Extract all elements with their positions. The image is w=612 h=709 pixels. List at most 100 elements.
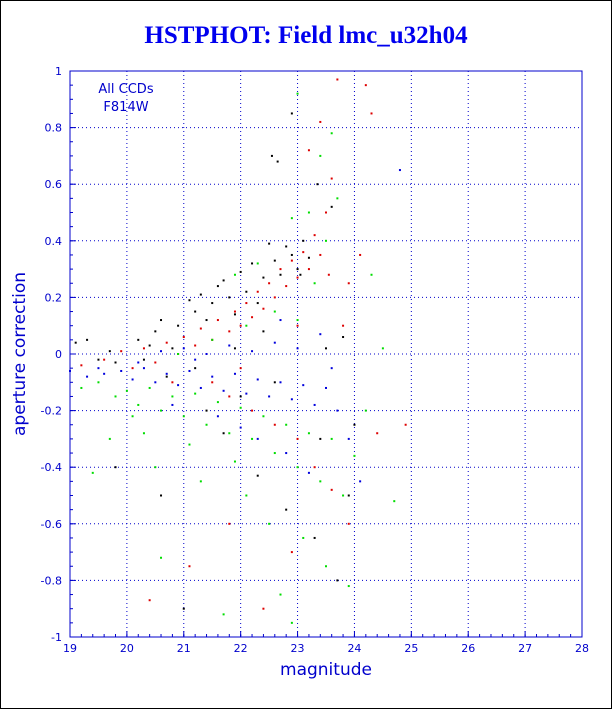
data-point xyxy=(268,522,271,525)
data-point xyxy=(148,344,151,347)
data-point xyxy=(319,253,322,256)
data-point xyxy=(325,347,327,350)
data-point xyxy=(302,251,305,254)
data-point xyxy=(171,381,174,384)
data-point xyxy=(69,369,71,372)
data-point xyxy=(182,415,185,418)
data-point xyxy=(211,338,214,341)
data-point xyxy=(347,522,350,525)
data-point xyxy=(330,177,333,180)
data-point xyxy=(222,279,225,282)
y-tick-label: -1 xyxy=(51,631,62,644)
data-point xyxy=(205,319,208,322)
data-point xyxy=(222,432,225,435)
y-tick-label: -0.4 xyxy=(41,461,62,474)
annotation-ccds: All CCDs xyxy=(98,82,153,97)
data-point xyxy=(154,466,157,469)
data-point xyxy=(97,367,100,370)
data-point xyxy=(165,341,168,344)
data-point xyxy=(353,423,356,426)
data-point xyxy=(319,120,322,123)
data-point xyxy=(137,403,140,406)
data-point xyxy=(251,350,254,353)
x-tick-label: 24 xyxy=(347,642,361,655)
data-point xyxy=(239,270,242,273)
data-point xyxy=(364,409,367,412)
data-point xyxy=(307,211,310,214)
data-point xyxy=(279,268,282,271)
data-point xyxy=(342,336,345,339)
data-point xyxy=(142,432,145,435)
data-point xyxy=(205,353,208,355)
data-point xyxy=(313,466,316,469)
x-tick-label: 22 xyxy=(234,642,248,655)
data-point xyxy=(302,536,305,539)
data-point xyxy=(74,341,77,344)
data-point xyxy=(279,273,282,276)
data-point xyxy=(290,551,293,554)
data-point xyxy=(325,565,327,568)
data-point xyxy=(268,395,271,398)
data-point xyxy=(205,409,208,412)
data-point xyxy=(307,268,310,271)
data-point xyxy=(177,353,180,355)
data-point xyxy=(279,319,282,322)
data-point xyxy=(285,508,288,511)
data-point xyxy=(347,282,350,285)
data-point xyxy=(216,401,219,404)
data-point xyxy=(108,350,111,353)
data-point xyxy=(131,367,134,370)
data-point xyxy=(376,432,379,435)
data-point xyxy=(228,330,231,333)
data-point xyxy=(313,536,316,539)
data-point xyxy=(160,350,163,353)
data-point xyxy=(233,372,236,375)
data-point xyxy=(279,593,282,596)
data-point xyxy=(336,579,339,582)
data-point xyxy=(245,290,248,293)
data-point xyxy=(177,324,180,327)
data-point xyxy=(359,480,362,483)
data-point xyxy=(142,367,145,370)
y-tick-label: 1 xyxy=(55,65,62,78)
data-point xyxy=(296,276,299,279)
data-point xyxy=(154,381,157,384)
data-point xyxy=(299,273,302,276)
data-point xyxy=(319,480,322,483)
x-tick-label: 26 xyxy=(461,642,475,655)
data-point xyxy=(194,392,197,395)
data-point xyxy=(330,132,333,135)
data-point xyxy=(160,319,163,322)
data-point xyxy=(330,488,333,491)
grid xyxy=(69,70,583,638)
data-point xyxy=(285,285,288,288)
data-point xyxy=(296,319,299,322)
y-tick-label: -0.6 xyxy=(41,518,62,531)
data-point xyxy=(114,361,117,364)
data-point xyxy=(262,330,265,333)
data-point xyxy=(336,197,339,200)
data-point xyxy=(211,375,214,378)
axes-box xyxy=(69,70,583,638)
data-point xyxy=(86,375,89,378)
data-point xyxy=(296,437,299,440)
data-point xyxy=(148,599,151,602)
data-point xyxy=(103,358,106,361)
chart-title: HSTPHOT: Field lmc_u32h04 xyxy=(144,22,468,49)
data-point xyxy=(307,149,310,152)
data-point xyxy=(188,369,191,372)
tick-labels: 19 20 21 22 23 24 25 26 27 28 -1 -0.8 -0.6 -0.4 -0.2 0 0… xyxy=(41,65,589,655)
data-point xyxy=(154,330,157,333)
data-point xyxy=(239,324,242,327)
data-point xyxy=(290,621,293,624)
data-point xyxy=(86,338,89,341)
data-point xyxy=(302,384,305,387)
data-points xyxy=(69,78,407,624)
data-point xyxy=(313,282,316,285)
data-point xyxy=(290,259,293,262)
data-point xyxy=(347,585,350,588)
data-point xyxy=(91,471,94,474)
data-point xyxy=(233,313,236,316)
data-point xyxy=(285,452,288,455)
data-point xyxy=(216,319,219,322)
